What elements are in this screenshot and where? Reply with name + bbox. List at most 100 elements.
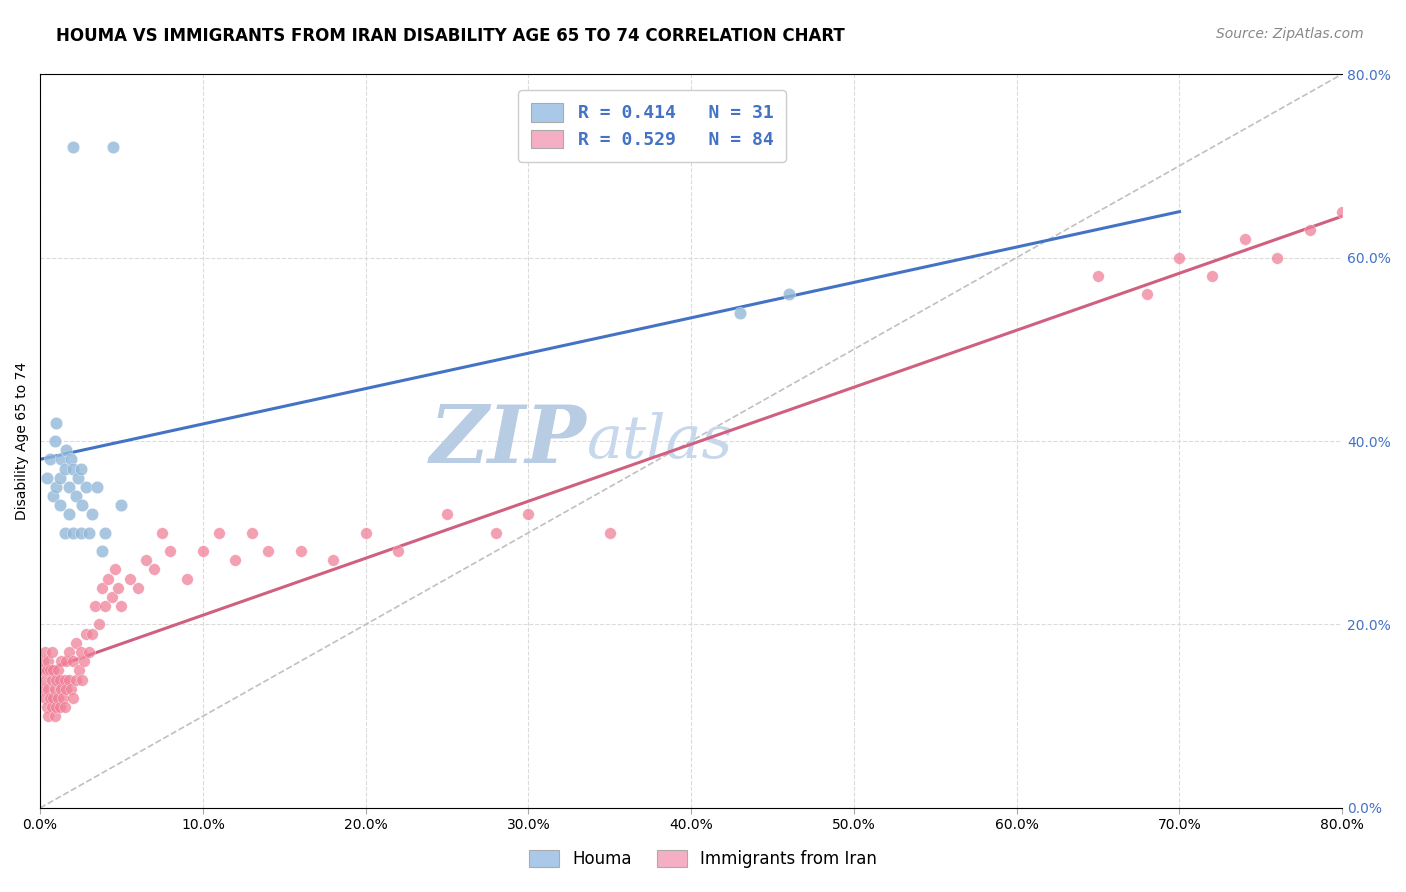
Point [1233,232,1256,246]
Point [42,664,65,678]
Point [41,673,63,687]
Point [103,140,125,154]
Point [32,681,55,696]
Point [62,654,84,668]
Point [107,581,129,595]
Point [48,498,70,512]
Text: ZIP: ZIP [430,402,588,480]
Point [38,452,60,467]
Point [53,461,76,475]
Point [110,599,132,614]
Point [45,673,67,687]
Point [62,525,84,540]
Point [34,645,56,659]
Point [67,664,90,678]
Point [778,287,800,301]
Point [35,471,58,485]
Point [35,700,58,714]
Point [45,700,67,714]
Point [37,681,59,696]
Point [290,544,312,558]
Legend: Houma, Immigrants from Iran: Houma, Immigrants from Iran [522,843,884,875]
Point [69,645,91,659]
Point [599,525,621,540]
Point [72,498,94,512]
Point [191,544,214,558]
Point [94,525,117,540]
Point [728,305,751,319]
Point [52,690,75,705]
Point [86,480,108,494]
Point [485,525,508,540]
Point [87,617,110,632]
Point [62,140,84,154]
Point [110,498,132,512]
Point [53,700,76,714]
Point [224,553,246,567]
Point [75,480,97,494]
Point [1136,287,1159,301]
Point [58,508,80,522]
Point [48,700,70,714]
Point [94,599,117,614]
Point [62,461,84,475]
Point [91,544,114,558]
Point [135,553,157,567]
Point [69,525,91,540]
Point [517,508,540,522]
Point [82,508,104,522]
Point [44,709,66,723]
Point [38,690,60,705]
Point [72,673,94,687]
Point [55,681,77,696]
Point [60,452,83,467]
Point [42,489,65,503]
Point [58,645,80,659]
Point [34,690,56,705]
Point [1265,251,1288,265]
Point [143,562,166,576]
Point [44,681,66,696]
Point [53,673,76,687]
Point [48,673,70,687]
Point [75,626,97,640]
Point [37,654,59,668]
Text: HOUMA VS IMMIGRANTS FROM IRAN DISABILITY AGE 65 TO 74 CORRELATION CHART: HOUMA VS IMMIGRANTS FROM IRAN DISABILITY… [56,27,845,45]
Point [45,416,67,430]
Point [31,664,53,678]
Point [82,626,104,640]
Point [127,581,149,595]
Point [58,480,80,494]
Point [77,525,100,540]
Point [51,681,73,696]
Point [58,673,80,687]
Point [44,434,66,448]
Text: Source: ZipAtlas.com: Source: ZipAtlas.com [1216,27,1364,41]
Point [41,645,63,659]
Point [37,709,59,723]
Point [60,681,83,696]
Point [322,553,344,567]
Point [240,525,263,540]
Point [55,443,77,458]
Point [208,525,231,540]
Point [53,525,76,540]
Point [77,645,100,659]
Point [38,664,60,678]
Point [150,525,173,540]
Point [354,525,377,540]
Point [34,673,56,687]
Y-axis label: Disability Age 65 to 74: Disability Age 65 to 74 [15,362,30,520]
Point [69,461,91,475]
Point [55,654,77,668]
Point [62,690,84,705]
Point [65,636,87,650]
Point [46,690,69,705]
Point [159,544,181,558]
Point [1201,268,1223,283]
Point [1168,251,1191,265]
Legend: R = 0.414   N = 31, R = 0.529   N = 84: R = 0.414 N = 31, R = 0.529 N = 84 [519,90,786,161]
Point [51,452,73,467]
Point [1299,223,1322,237]
Point [118,572,141,586]
